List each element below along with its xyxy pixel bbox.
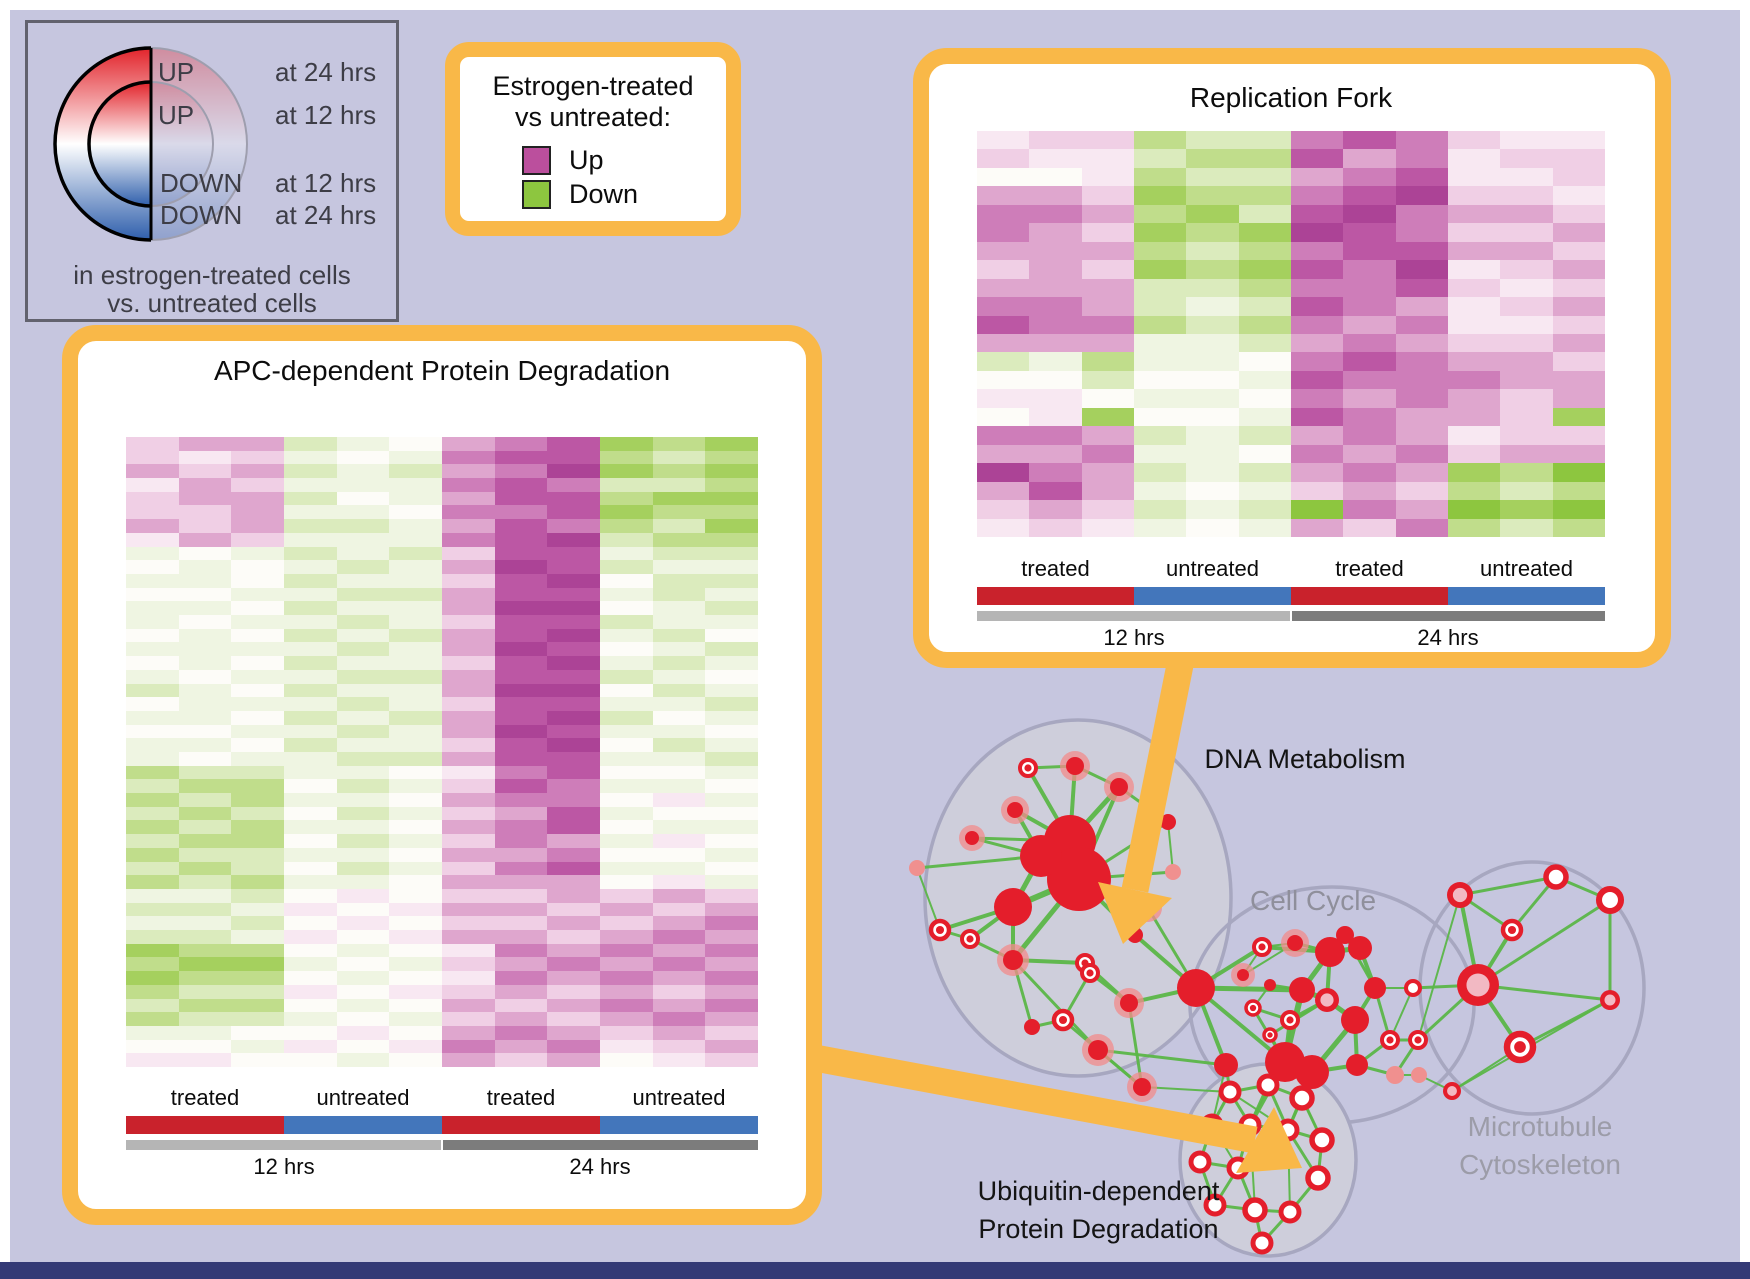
estrogen-updown-legend: Estrogen-treated vs untreated: Up Down (445, 42, 741, 236)
legend-dir-down-12: DOWN (160, 168, 243, 198)
apc-panel-title: APC-dependent Protein Degradation (213, 355, 671, 386)
estrogen-legend-title: Estrogen-treated vs untreated: (492, 71, 694, 132)
down-label: Down (569, 178, 639, 209)
down-color-swatch (522, 179, 551, 209)
rf-time-labels: 12 hrs 24 hrs (977, 625, 1605, 651)
condition-label: untreated (1480, 556, 1573, 581)
cluster-label-microtubule-cytoskeleton: Microtubule Cytoskeleton (1459, 1111, 1621, 1180)
legend-item-up: Up (522, 143, 726, 177)
cluster-label-ubiquitin-degradation: Ubiquitin-dependent Protein Degradation (977, 1176, 1220, 1244)
condition-label: treated (1335, 556, 1404, 581)
condition-label: treated (486, 1085, 556, 1110)
cluster-label-cell-cycle: Cell Cycle (1249, 885, 1377, 916)
up-label: Up (569, 144, 604, 175)
legend-item-down: Down (522, 177, 726, 211)
estrogen-legend-items: Up Down (522, 143, 726, 211)
time-bar (977, 611, 1290, 621)
rf-heatmap-grid (977, 131, 1605, 537)
expression-direction-legend: UP at 24 hrs UP at 12 hrs DOWN at 12 hrs… (25, 20, 399, 322)
legend-time-12: at 12 hrs (275, 100, 377, 130)
apc-condition-bars (126, 1116, 758, 1134)
up-color-swatch (522, 145, 551, 175)
apc-time-bars (126, 1140, 758, 1150)
apc-heatmap-panel: APC-dependent Protein Degradation treate… (62, 325, 822, 1225)
legend-time-24: at 24 hrs (275, 57, 377, 87)
condition-bar (1448, 587, 1605, 605)
rf-panel-title: Replication Fork (1189, 82, 1393, 113)
cluster-label-dna-metabolism: DNA Metabolism (1204, 744, 1406, 774)
condition-bar (126, 1116, 284, 1134)
time-label: 24 hrs (569, 1154, 631, 1179)
rf-time-bars (977, 611, 1605, 621)
replication-fork-heatmap-panel: Replication Fork treated untreated treated… (913, 48, 1671, 668)
rf-condition-bars (977, 587, 1605, 605)
time-bar (1292, 611, 1605, 621)
legend-time-24b: at 24 hrs (275, 200, 377, 230)
concentric-updown-gradient-icon (53, 46, 248, 242)
legend-dir-up-24: UP (158, 57, 195, 87)
time-label: 12 hrs (1103, 625, 1165, 650)
legend-dir-up-12: UP (158, 100, 195, 130)
legend-dir-down-24: DOWN (160, 200, 243, 230)
legend-time-12b: at 12 hrs (275, 168, 377, 198)
rf-condition-labels: treated untreated treated untreated (977, 556, 1605, 582)
condition-label: untreated (1166, 556, 1259, 581)
apc-heatmap-grid (126, 437, 758, 1067)
condition-bar (600, 1116, 758, 1134)
condition-bar (977, 587, 1134, 605)
condition-bar (1291, 587, 1448, 605)
condition-bar (284, 1116, 442, 1134)
apc-condition-labels: treated untreated treated untreated (126, 1085, 758, 1111)
condition-label: untreated (316, 1085, 410, 1110)
condition-bar (1134, 587, 1291, 605)
time-bar (126, 1140, 441, 1150)
figure-bottom-bar (0, 1262, 1750, 1279)
condition-bar (442, 1116, 600, 1134)
time-label: 24 hrs (1417, 625, 1479, 650)
apc-time-labels: 12 hrs 24 hrs (126, 1154, 758, 1180)
time-bar (443, 1140, 758, 1150)
condition-label: untreated (632, 1085, 726, 1110)
legend-caption-line1: in estrogen-treated cells (73, 260, 351, 290)
time-label: 12 hrs (253, 1154, 315, 1179)
condition-label: treated (170, 1085, 240, 1110)
condition-label: treated (1021, 556, 1090, 581)
legend-caption-line2: vs. untreated cells (107, 288, 317, 318)
